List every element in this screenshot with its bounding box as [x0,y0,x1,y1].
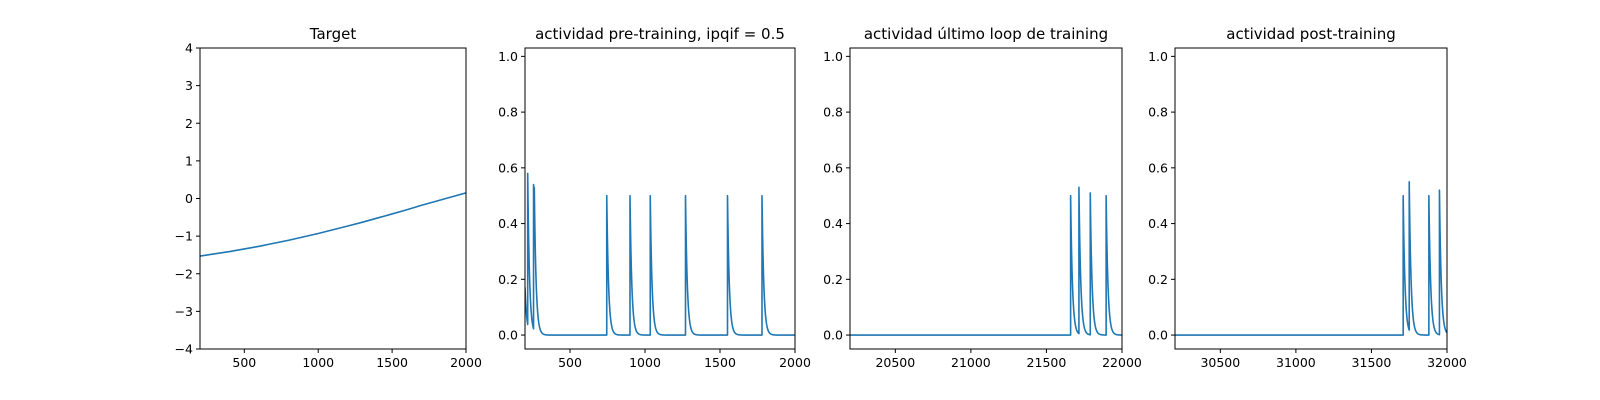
panel-title: actividad último loop de training [864,25,1108,43]
x-tick-label: 21000 [951,355,991,370]
y-tick-label: 0 [185,191,193,206]
panel-title: Target [309,25,357,43]
y-tick-label: 0.6 [498,160,518,175]
y-tick-label: 2 [185,116,193,131]
y-tick-label: 0.0 [823,328,843,343]
y-tick-label: −3 [175,304,193,319]
y-tick-label: 0.4 [823,216,843,231]
x-tick-label: 20500 [875,355,915,370]
y-tick-label: −4 [175,342,193,357]
y-tick-label: 1.0 [1148,49,1168,64]
x-tick-label: 2000 [450,355,482,370]
x-tick-label: 32000 [1427,355,1467,370]
x-tick-label: 30500 [1200,355,1240,370]
x-tick-label: 1000 [629,355,661,370]
x-tick-label: 22000 [1102,355,1142,370]
x-tick-label: 2000 [779,355,811,370]
y-tick-label: 4 [185,41,193,56]
y-tick-label: −1 [175,229,193,244]
x-tick-label: 1500 [376,355,408,370]
x-tick-label: 31500 [1352,355,1392,370]
y-tick-label: 1.0 [498,49,518,64]
y-tick-label: 0.2 [498,272,518,287]
y-tick-label: 0.0 [498,328,518,343]
y-tick-label: 0.6 [1148,160,1168,175]
y-tick-label: 0.4 [498,216,518,231]
y-tick-label: 0.0 [1148,328,1168,343]
y-tick-label: 1 [185,153,193,168]
x-tick-label: 1000 [302,355,334,370]
x-tick-label: 1500 [704,355,736,370]
panel-title: actividad pre-training, ipqif = 0.5 [535,25,785,43]
y-tick-label: −2 [175,266,193,281]
y-tick-label: 0.2 [823,272,843,287]
x-tick-label: 21500 [1027,355,1067,370]
panel-title: actividad post-training [1226,25,1395,43]
y-tick-label: 0.8 [1148,105,1168,120]
y-tick-label: 0.8 [498,105,518,120]
y-tick-label: 0.6 [823,160,843,175]
y-tick-label: 0.8 [823,105,843,120]
y-tick-label: 3 [185,78,193,93]
x-tick-label: 31000 [1276,355,1316,370]
x-tick-label: 500 [558,355,582,370]
y-tick-label: 0.4 [1148,216,1168,231]
y-tick-label: 0.2 [1148,272,1168,287]
y-tick-label: 1.0 [823,49,843,64]
x-tick-label: 500 [232,355,256,370]
